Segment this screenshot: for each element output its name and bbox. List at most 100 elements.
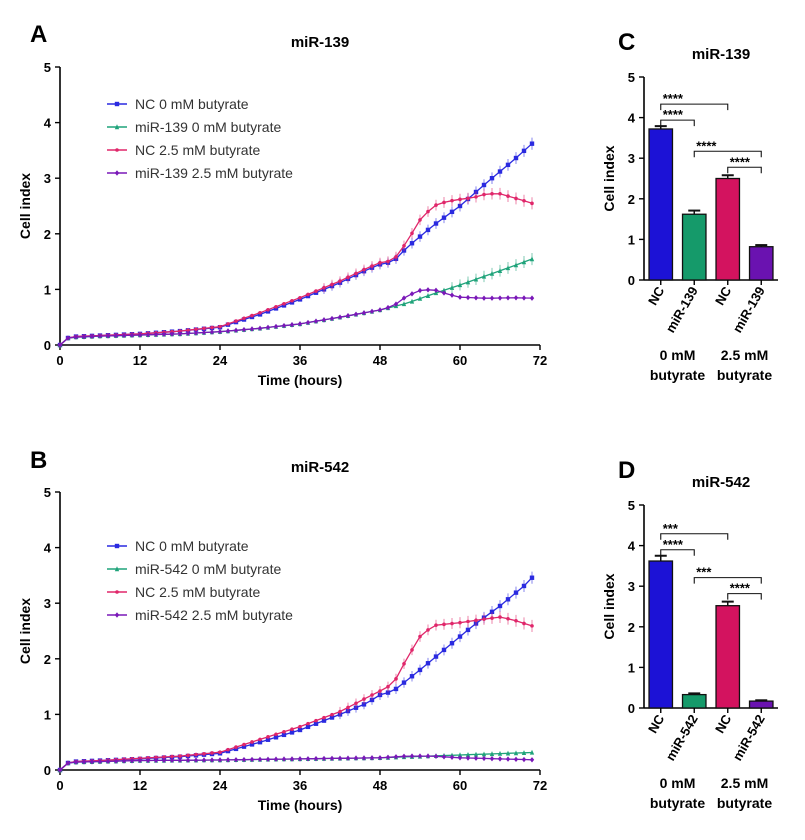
data-point [225, 328, 231, 334]
data-point [441, 290, 447, 296]
bar [715, 177, 741, 281]
data-point [153, 757, 159, 764]
data-point [441, 754, 447, 760]
x-tick-label: 60 [453, 778, 467, 793]
data-point [330, 712, 334, 717]
significance-stars: **** [730, 154, 751, 169]
data-point [65, 335, 71, 341]
data-point [313, 318, 319, 324]
legend-label: miR-139 2.5 mM butyrate [135, 165, 293, 181]
data-point [137, 332, 143, 338]
data-point [241, 756, 247, 763]
data-point [529, 757, 535, 763]
data-point [201, 329, 207, 336]
data-point [433, 753, 439, 759]
data-point [297, 727, 303, 733]
data-point [226, 322, 230, 326]
data-point [425, 661, 431, 666]
chart-title: miR-139 [291, 34, 349, 51]
y-tick-label: 1 [628, 232, 635, 247]
data-point [329, 715, 335, 720]
data-point [441, 287, 447, 293]
data-point [273, 756, 279, 762]
series-1 [57, 137, 535, 348]
significance-bracket: *** [660, 521, 729, 540]
data-point [417, 234, 423, 239]
data-point [521, 259, 527, 265]
data-point [473, 755, 479, 761]
panel-letter-b: B [30, 447, 47, 474]
y-tick-label: 5 [628, 70, 635, 85]
bracket-line [727, 166, 762, 174]
data-point [433, 654, 439, 659]
data-point [393, 686, 399, 692]
data-point [321, 317, 327, 323]
data-point [433, 287, 439, 293]
series-line [59, 143, 533, 346]
data-point [481, 273, 487, 279]
bracket-line [693, 150, 762, 158]
data-point [298, 295, 302, 300]
data-point [370, 264, 374, 268]
y-tick-label: 2 [44, 227, 51, 242]
data-point [73, 759, 79, 765]
data-point [81, 759, 87, 765]
data-point [282, 729, 286, 734]
data-point [298, 724, 302, 729]
data-point [209, 757, 215, 763]
group-label-line2: butyrate [717, 795, 772, 811]
data-point [193, 330, 199, 336]
data-point [169, 331, 175, 337]
data-point [394, 677, 398, 681]
x-axis-label: Time (hours) [258, 797, 343, 813]
data-point [89, 333, 95, 340]
data-point [441, 647, 447, 653]
y-tick-label: 5 [628, 498, 635, 513]
data-point [409, 241, 415, 246]
data-point [466, 619, 470, 624]
legend-swatch-marker [114, 124, 120, 130]
data-point [449, 284, 455, 290]
x-tick-label: 48 [373, 353, 387, 368]
data-point [161, 757, 167, 764]
data-point [394, 255, 398, 259]
x-tick-label: miR-139 [663, 284, 701, 335]
y-tick-label: 5 [44, 60, 51, 75]
data-point [257, 756, 263, 763]
data-point [505, 295, 511, 301]
data-point [266, 307, 270, 312]
bar [681, 213, 707, 281]
y-tick-label: 0 [628, 273, 635, 288]
significance-bracket: **** [660, 107, 695, 127]
data-point [513, 295, 519, 301]
data-point [241, 326, 247, 333]
data-point [449, 209, 455, 215]
data-point [489, 295, 495, 301]
legend-swatch-marker [115, 590, 119, 594]
legend-swatch-marker [114, 170, 120, 176]
x-tick-label: 24 [213, 353, 228, 368]
data-point [113, 758, 119, 764]
data-point [89, 759, 95, 765]
data-point [178, 329, 182, 333]
data-point [234, 745, 238, 749]
data-point [257, 325, 263, 332]
data-point [513, 750, 519, 756]
data-point [425, 293, 431, 298]
data-point [154, 755, 158, 760]
data-point [386, 684, 390, 689]
data-point [497, 756, 503, 762]
data-point [457, 752, 463, 758]
data-point [513, 756, 519, 763]
data-point [249, 756, 255, 763]
data-point [249, 326, 255, 332]
data-point [442, 622, 446, 627]
y-tick-label: 4 [44, 116, 52, 131]
data-point [265, 324, 271, 331]
data-point [466, 196, 470, 201]
data-point [481, 295, 487, 301]
data-point [401, 753, 407, 759]
data-point [258, 310, 262, 315]
x-tick-label: 72 [533, 353, 547, 368]
